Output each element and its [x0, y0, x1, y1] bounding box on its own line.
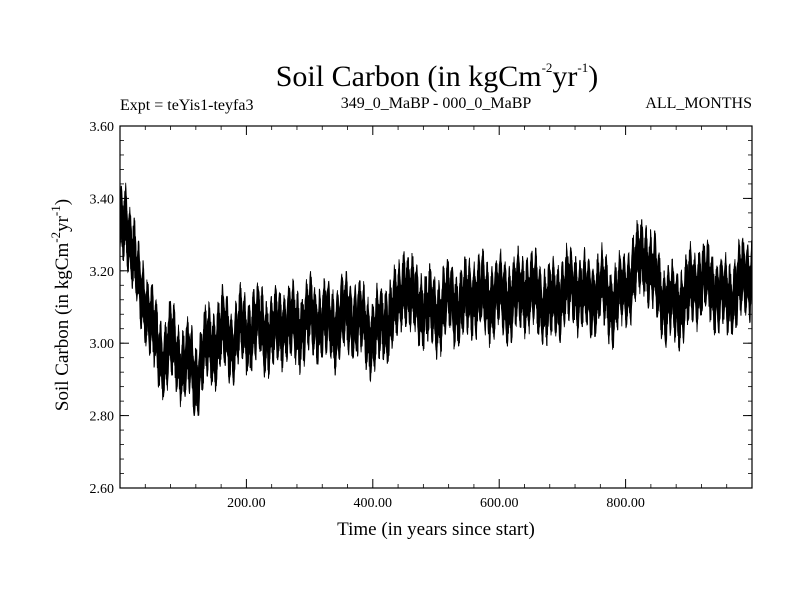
x-tick-label: 400.00 [354, 496, 393, 511]
y-axis-label: Soil Carbon (in kgCm-2yr-1) [48, 199, 73, 411]
data-line-group [119, 185, 753, 416]
subtitle-left: Expt = teYis1-teyfa3 [120, 97, 253, 114]
x-tick-label: 800.00 [606, 496, 645, 511]
x-tick-label: 600.00 [480, 496, 519, 511]
y-tick-label: 3.20 [90, 265, 115, 280]
plot-frame [119, 125, 753, 489]
data-line [119, 185, 753, 416]
y-tick-label: 2.60 [90, 482, 115, 497]
y-tick-label: 3.60 [90, 120, 115, 135]
y-tick-label: 2.80 [90, 410, 115, 425]
y-tick-label: 3.00 [90, 337, 115, 352]
y-tick-label: 3.40 [90, 192, 115, 207]
subtitle-center: 349_0_MaBP - 000_0_MaBP [341, 95, 532, 112]
x-axis-label: Time (in years since start) [337, 519, 535, 540]
tick-group: 2.60 2.80 3.00 3.20 3.40 3.60 200.00 400.00 600.… [90, 120, 752, 511]
subtitle-right: ALL_MONTHS [645, 95, 752, 112]
chart-title: Soil Carbon (in kgCm-2yr-1) [276, 60, 599, 93]
x-tick-label: 200.00 [227, 496, 266, 511]
